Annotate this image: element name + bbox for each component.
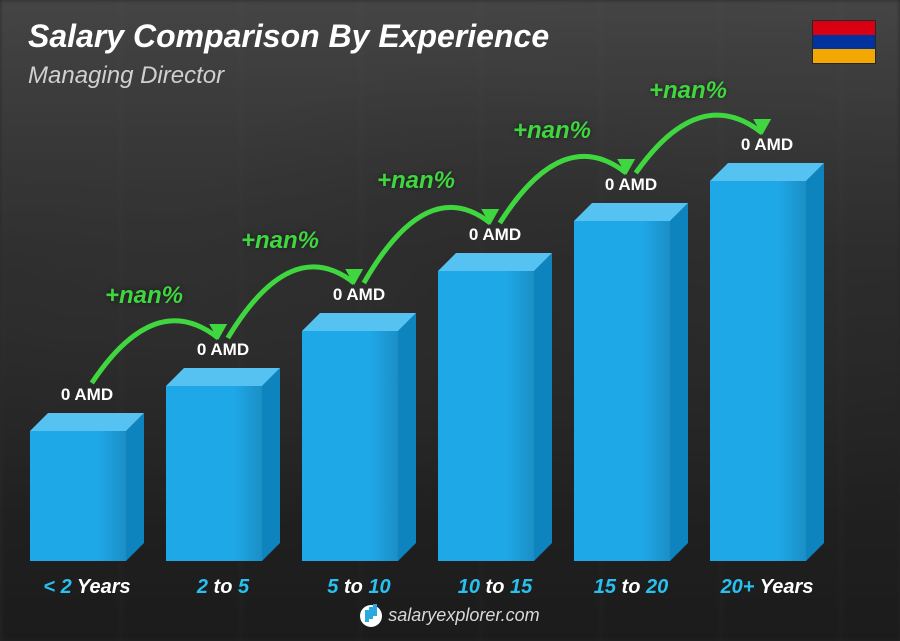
bar-category-label: 15 to 20	[574, 576, 688, 599]
bar-value-label: 0 AMD	[710, 135, 824, 155]
delta-label: +nan%	[513, 117, 591, 145]
footer: salaryexplorer.com	[0, 605, 900, 627]
bar-category-label: 5 to 10	[302, 576, 416, 599]
bar-value-label: 0 AMD	[30, 385, 144, 405]
bar: 0 AMD10 to 15	[438, 271, 534, 561]
footer-text: salaryexplorer.com	[388, 605, 539, 625]
bar-category-label: 10 to 15	[438, 576, 552, 599]
delta-label: +nan%	[649, 77, 727, 105]
logo-icon	[360, 605, 382, 627]
bar: 0 AMD< 2 Years	[30, 431, 126, 561]
bar-value-label: 0 AMD	[438, 225, 552, 245]
country-flag-icon	[812, 20, 876, 64]
flag-stripe-3	[813, 49, 875, 63]
delta-label: +nan%	[377, 167, 455, 195]
bar-category-label: < 2 Years	[30, 576, 144, 599]
bar: 0 AMD2 to 5	[166, 386, 262, 561]
page-title: Salary Comparison By Experience	[28, 18, 549, 55]
bar-category-label: 2 to 5	[166, 576, 280, 599]
infographic-content: Salary Comparison By Experience Managing…	[0, 0, 900, 641]
bar-category-label: 20+ Years	[710, 576, 824, 599]
bar-value-label: 0 AMD	[302, 285, 416, 305]
flag-stripe-2	[813, 35, 875, 49]
bar-value-label: 0 AMD	[166, 340, 280, 360]
bar: 0 AMD20+ Years	[710, 181, 806, 561]
delta-label: +nan%	[105, 282, 183, 310]
bar: 0 AMD15 to 20	[574, 221, 670, 561]
bar-chart: 0 AMD< 2 Years 0 AMD2 to 5 0 AMD5 to 10 0 A…	[30, 110, 840, 561]
flag-stripe-1	[813, 21, 875, 35]
delta-label: +nan%	[241, 227, 319, 255]
bar: 0 AMD5 to 10	[302, 331, 398, 561]
page-subtitle: Managing Director	[28, 62, 224, 90]
bar-value-label: 0 AMD	[574, 175, 688, 195]
